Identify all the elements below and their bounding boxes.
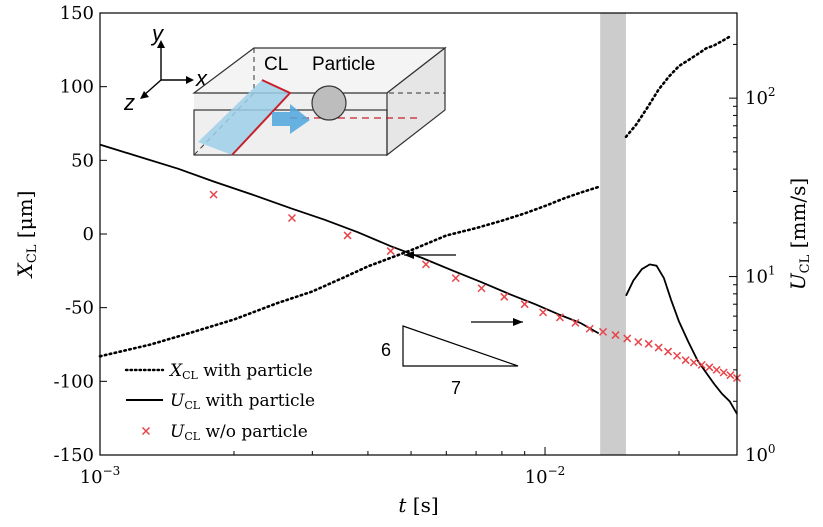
plot-frame bbox=[99, 12, 738, 456]
data-marker-x bbox=[673, 351, 682, 360]
data-marker-x bbox=[343, 231, 352, 240]
data-marker-x bbox=[539, 308, 548, 317]
y-right-tick-label: 102 bbox=[745, 85, 776, 109]
slope-run-label: 7 bbox=[451, 378, 461, 398]
data-marker-x bbox=[689, 358, 698, 367]
y-right-tick-label: 101 bbox=[745, 264, 776, 288]
y-right-axis-label: UCL [mm/s] bbox=[786, 178, 813, 290]
inset-flow-arrow bbox=[272, 104, 310, 134]
series-line-xcl bbox=[98, 185, 601, 358]
data-marker-x bbox=[654, 343, 663, 352]
data-marker-x bbox=[664, 347, 673, 356]
legend-marker-x bbox=[141, 426, 151, 436]
data-marker-x bbox=[726, 371, 735, 380]
data-marker-x bbox=[719, 368, 728, 377]
inset-cl-label: CL bbox=[264, 54, 288, 75]
data-marker-x bbox=[705, 363, 714, 372]
data-marker-x bbox=[681, 356, 690, 365]
y-left-tick-label: 0 bbox=[83, 224, 94, 245]
inset-particle-label: Particle bbox=[312, 54, 375, 75]
data-marker-x bbox=[712, 365, 721, 374]
inset-liquid bbox=[198, 80, 290, 155]
inset-z-label: z bbox=[123, 90, 135, 115]
arrow-right-axis-head bbox=[513, 318, 523, 326]
shaded-band bbox=[600, 13, 626, 455]
data-marker-x bbox=[623, 334, 632, 343]
legend-label: UCL with particle bbox=[170, 391, 315, 412]
data-marker-x bbox=[287, 213, 297, 223]
legend-label: UCL w/o particle bbox=[170, 422, 308, 443]
inset-particle bbox=[311, 85, 347, 121]
data-marker-x bbox=[555, 313, 564, 322]
data-marker-x bbox=[611, 331, 620, 340]
data-marker-x bbox=[520, 300, 529, 309]
inset-y-label: y bbox=[150, 21, 165, 46]
legend-label: XCL with particle bbox=[168, 361, 313, 382]
inset-contact-line bbox=[231, 79, 292, 156]
data-marker-x bbox=[477, 284, 486, 293]
series-line-xcl bbox=[624, 35, 732, 139]
slope-rise-label: 6 bbox=[381, 340, 391, 360]
y-left-tick-label: 50 bbox=[71, 150, 94, 171]
y-left-tick-label: -50 bbox=[65, 298, 94, 319]
y-left-tick-label: -100 bbox=[54, 371, 94, 392]
x-tick-label: 10−3 bbox=[80, 464, 121, 488]
data-marker-x bbox=[634, 337, 643, 346]
data-marker-x bbox=[209, 190, 218, 199]
inset-z-arrowhead bbox=[140, 91, 149, 99]
data-marker-x bbox=[421, 260, 430, 269]
data-marker-x bbox=[644, 339, 653, 348]
y-left-tick-label: 150 bbox=[60, 3, 94, 24]
inset-z-axis bbox=[142, 79, 162, 97]
data-marker-x bbox=[571, 318, 580, 327]
y-left-tick-label: 100 bbox=[60, 77, 94, 98]
series-line-ucl bbox=[625, 263, 738, 415]
inset-y-arrowhead bbox=[157, 40, 165, 48]
x-axis-label: t [s] bbox=[398, 493, 438, 517]
y-left-axis-label: XCL [μm] bbox=[13, 191, 40, 280]
data-marker-x bbox=[386, 247, 395, 256]
series-line-ucl bbox=[99, 143, 600, 335]
y-left-tick-label: -150 bbox=[54, 445, 94, 466]
data-marker-x bbox=[599, 327, 608, 336]
slope-triangle bbox=[402, 325, 519, 367]
data-marker-x bbox=[585, 324, 594, 333]
data-marker-x bbox=[697, 360, 706, 369]
data-marker-x bbox=[500, 292, 509, 301]
inset-x-arrowhead bbox=[186, 76, 194, 84]
x-tick-label: 10−2 bbox=[525, 464, 566, 488]
arrow-left-axis-head bbox=[404, 251, 414, 259]
y-right-tick-label: 100 bbox=[745, 442, 776, 466]
data-marker-x bbox=[451, 274, 460, 283]
